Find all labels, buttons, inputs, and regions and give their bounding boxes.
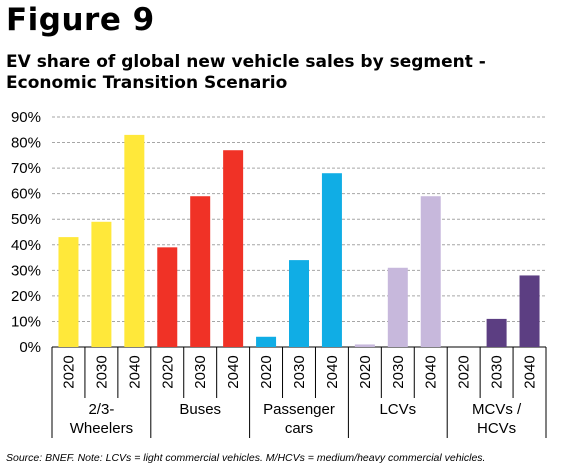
group-label: MCVs / [472, 401, 522, 418]
y-tick-label: 20% [11, 288, 41, 305]
group-label: 2/3- [88, 401, 114, 418]
y-tick-label: 60% [11, 186, 41, 203]
year-tick-label: 2030 [291, 355, 308, 388]
year-tick-label: 2020 [159, 355, 176, 388]
chart-title-line-2: Economic Transition Scenario [6, 73, 288, 93]
bar [157, 247, 178, 347]
y-tick-label: 10% [11, 313, 41, 330]
group-label: Buses [179, 401, 221, 418]
bar [420, 196, 441, 347]
year-tick-label: 2020 [357, 355, 374, 388]
bar [58, 237, 79, 347]
bar [289, 260, 309, 347]
bar [256, 336, 277, 347]
chart-title: EV share of global new vehicle sales by … [6, 52, 566, 94]
year-tick-label: 2040 [126, 355, 143, 388]
year-tick-label: 2040 [225, 355, 242, 388]
figure-label: Figure 9 [6, 2, 155, 38]
year-tick-label: 2030 [93, 355, 110, 388]
bar [223, 150, 244, 347]
bar [124, 134, 145, 347]
group-label: cars [285, 420, 313, 437]
bar [486, 318, 507, 347]
group-label: HCVs [477, 420, 516, 437]
bar [354, 344, 375, 347]
year-tick-label: 2020 [60, 355, 77, 388]
bar [91, 221, 112, 347]
source-note: Source: BNEF. Note: LCVs = light commerc… [6, 452, 486, 464]
year-tick-label: 2040 [522, 355, 539, 388]
y-tick-label: 90% [11, 109, 41, 126]
y-tick-label: 30% [11, 262, 41, 279]
bar [387, 267, 408, 347]
bar [190, 196, 211, 347]
year-tick-label: 2020 [258, 355, 275, 388]
year-tick-label: 2040 [423, 355, 440, 388]
y-tick-label: 0% [19, 339, 41, 356]
year-tick-label: 2040 [324, 355, 341, 388]
y-tick-label: 70% [11, 160, 41, 177]
year-tick-label: 2030 [390, 355, 407, 388]
group-label: Wheelers [70, 420, 133, 437]
bar [321, 173, 342, 347]
y-tick-label: 40% [11, 237, 41, 254]
y-tick-label: 80% [11, 135, 41, 152]
group-label: LCVs [379, 401, 416, 418]
year-tick-label: 2030 [489, 355, 506, 388]
y-tick-label: 50% [11, 211, 41, 228]
year-tick-label: 2020 [456, 355, 473, 388]
group-label: Passenger [263, 401, 335, 418]
bar [519, 275, 540, 347]
chart-title-line-1: EV share of global new vehicle sales by … [6, 52, 486, 72]
year-tick-label: 2030 [192, 355, 209, 388]
